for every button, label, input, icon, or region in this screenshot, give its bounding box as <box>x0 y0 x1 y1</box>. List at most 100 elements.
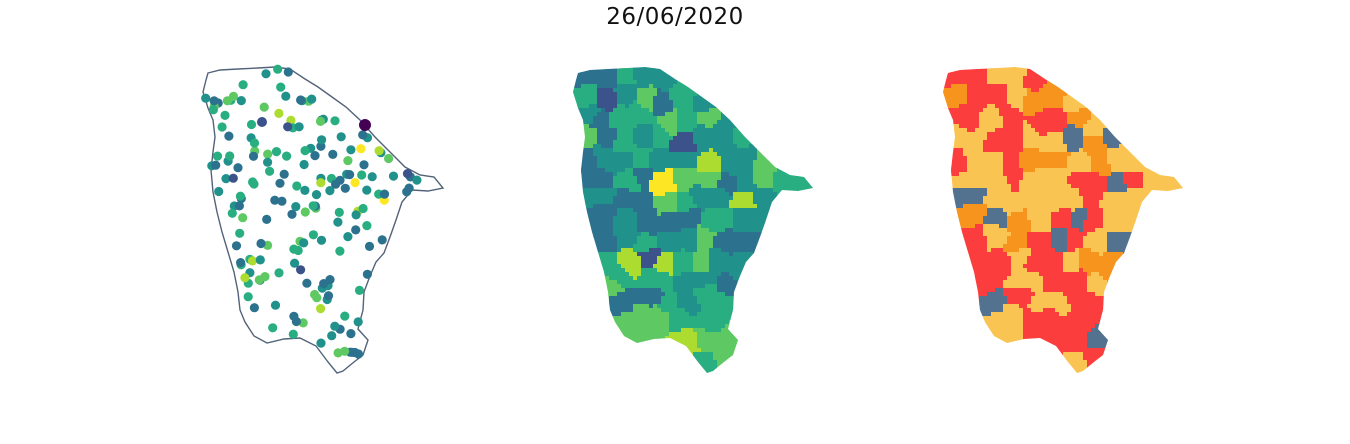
municipality-point <box>317 135 327 145</box>
municipality-point <box>238 213 248 223</box>
municipality-point <box>359 160 369 170</box>
municipality-point <box>292 181 302 191</box>
municipality-point <box>308 230 318 240</box>
municipality-point <box>240 273 250 283</box>
municipality-point <box>346 329 356 339</box>
municipality-point <box>291 316 301 327</box>
municipality-point <box>235 228 245 238</box>
municipality-point <box>330 321 340 331</box>
municipality-point <box>274 268 284 278</box>
municipality-point <box>233 163 243 173</box>
municipality-point <box>225 151 235 161</box>
municipality-point <box>257 117 267 127</box>
municipality-point <box>302 278 312 288</box>
municipality-point <box>325 186 335 196</box>
municipality-point <box>362 221 372 231</box>
municipality-point <box>263 157 273 167</box>
municipality-point <box>231 241 242 251</box>
municipality-point <box>212 151 223 161</box>
municipality-point <box>310 289 320 300</box>
municipality-point <box>236 258 246 268</box>
municipality-point <box>330 116 340 126</box>
municipality-point <box>274 108 284 118</box>
municipality-point <box>358 203 368 214</box>
municipality-point <box>356 144 366 154</box>
municipality-point <box>299 238 309 248</box>
municipality-point <box>340 183 350 193</box>
municipality-point <box>343 156 353 166</box>
municipality-point <box>259 102 269 112</box>
municipality-point <box>351 210 361 220</box>
map-panel-choropleth-continuous <box>573 67 813 373</box>
municipality-point <box>296 95 306 105</box>
municipality-point <box>228 173 238 183</box>
municipality-point <box>367 172 377 182</box>
municipality-point <box>345 170 355 180</box>
municipality-point <box>220 110 230 120</box>
municipality-point <box>247 256 258 266</box>
municipality-point <box>357 170 367 180</box>
municipality-point <box>359 119 371 131</box>
municipality-point <box>209 96 219 106</box>
municipality-point <box>300 185 310 195</box>
municipality-point <box>388 171 399 181</box>
municipality-point <box>222 96 232 106</box>
municipality-point <box>234 201 244 211</box>
municipality-point <box>340 346 350 356</box>
municipality-point <box>287 209 297 219</box>
municipality-point <box>249 179 259 189</box>
municipality-point <box>346 145 356 155</box>
municipality-point <box>323 291 334 301</box>
municipality-point <box>353 317 363 327</box>
municipality-point <box>336 132 346 142</box>
municipality-point <box>265 166 275 176</box>
municipality-point <box>316 178 326 188</box>
municipality-regions <box>573 67 813 373</box>
map-panel-points <box>201 64 445 374</box>
municipality-point <box>262 214 272 224</box>
municipality-point <box>333 217 343 227</box>
municipality-point <box>276 82 286 92</box>
municipality-point <box>316 338 326 348</box>
municipality-point <box>325 275 335 285</box>
municipality-point <box>275 178 285 188</box>
municipality-point <box>384 153 394 164</box>
municipality-point <box>350 178 360 188</box>
municipality-point <box>362 185 372 195</box>
municipality-point <box>254 275 264 285</box>
municipality-point <box>316 304 326 314</box>
municipality-point <box>334 207 344 217</box>
municipality-point <box>268 323 278 333</box>
municipality-point <box>208 105 218 115</box>
municipality-point <box>248 151 259 161</box>
municipality-point <box>270 300 281 310</box>
municipality-point <box>255 255 265 265</box>
municipality-point <box>277 196 287 206</box>
municipality-point <box>256 238 266 249</box>
municipality-point <box>283 122 293 132</box>
municipality-point <box>379 189 390 199</box>
municipality-point <box>364 241 375 251</box>
municipality-point <box>217 122 227 132</box>
municipality-point <box>362 269 372 279</box>
municipality-point <box>340 311 350 321</box>
map-panel-choropleth-categorical <box>943 67 1183 373</box>
municipality-point <box>311 190 322 200</box>
municipality-point <box>343 232 353 242</box>
municipality-point <box>300 207 310 217</box>
municipality-point <box>328 149 338 159</box>
municipality-point <box>261 69 271 79</box>
municipality-point <box>402 169 413 179</box>
municipality-point <box>300 146 310 156</box>
municipality-point <box>236 96 246 106</box>
municipality-point <box>299 159 309 170</box>
municipality-point <box>238 80 248 90</box>
municipality-point <box>224 131 234 141</box>
municipality-point <box>270 195 280 205</box>
municipality-point <box>290 258 300 268</box>
municipality-point <box>227 208 237 218</box>
municipality-point <box>201 93 211 103</box>
municipality-point <box>282 151 292 161</box>
municipality-point <box>404 183 414 193</box>
municipality-regions <box>943 67 1183 373</box>
